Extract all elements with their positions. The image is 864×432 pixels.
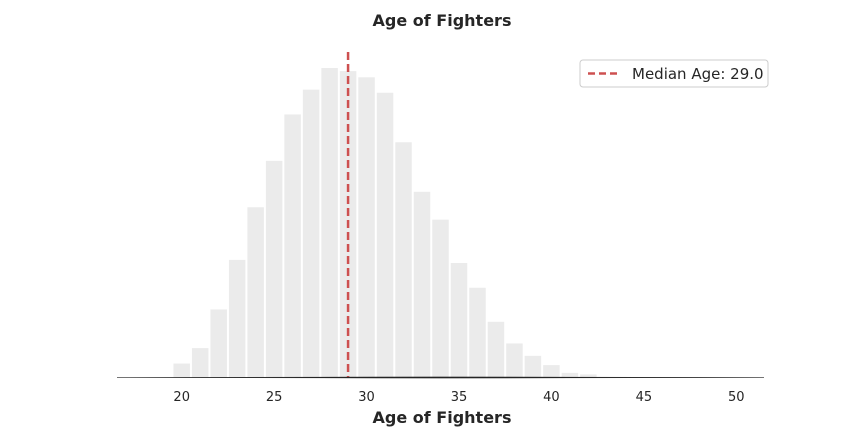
histogram-bar (247, 207, 264, 378)
histogram-bar (321, 68, 338, 378)
x-tick-label: 45 (636, 390, 653, 405)
histogram-bar (543, 365, 560, 378)
histogram-bar (302, 89, 320, 378)
histogram-bar (284, 114, 301, 378)
legend-box (579, 59, 769, 88)
histogram-bar (228, 259, 246, 378)
histogram-bar (469, 287, 486, 378)
legend: Median Age: 29.0 (579, 59, 769, 88)
x-tick-label: 35 (451, 390, 468, 405)
x-axis-label: Age of Fighters (373, 408, 512, 427)
histogram-bar (506, 343, 523, 378)
chart-title: Age of Fighters (373, 11, 512, 30)
legend-median-label: Median Age: 29.0 (632, 65, 764, 83)
histogram-bar (432, 219, 449, 378)
histogram-bar (265, 160, 283, 378)
histogram-bar (395, 142, 412, 378)
histogram-bar (191, 348, 209, 378)
histogram-bar (580, 374, 597, 378)
x-tick-label: 20 (173, 390, 190, 405)
x-tick-label: 30 (358, 390, 375, 405)
x-tick-label: 40 (543, 390, 560, 405)
x-axis-line (116, 376, 765, 379)
x-tick-labels: 20 25 30 35 40 45 50 (173, 390, 744, 405)
histogram-bar (358, 77, 375, 378)
histogram-bar (487, 321, 505, 378)
x-tick-label: 25 (266, 390, 283, 405)
histogram-bar (413, 191, 431, 378)
histogram-bar (376, 92, 394, 378)
histogram-bar (173, 363, 190, 378)
histogram-bar (210, 309, 227, 378)
histogram-bar (450, 262, 468, 378)
histogram-bars (173, 68, 597, 378)
x-axis (116, 376, 765, 379)
histogram-bar (561, 372, 579, 378)
histogram-bar (524, 355, 542, 378)
x-tick-label: 50 (728, 390, 745, 405)
